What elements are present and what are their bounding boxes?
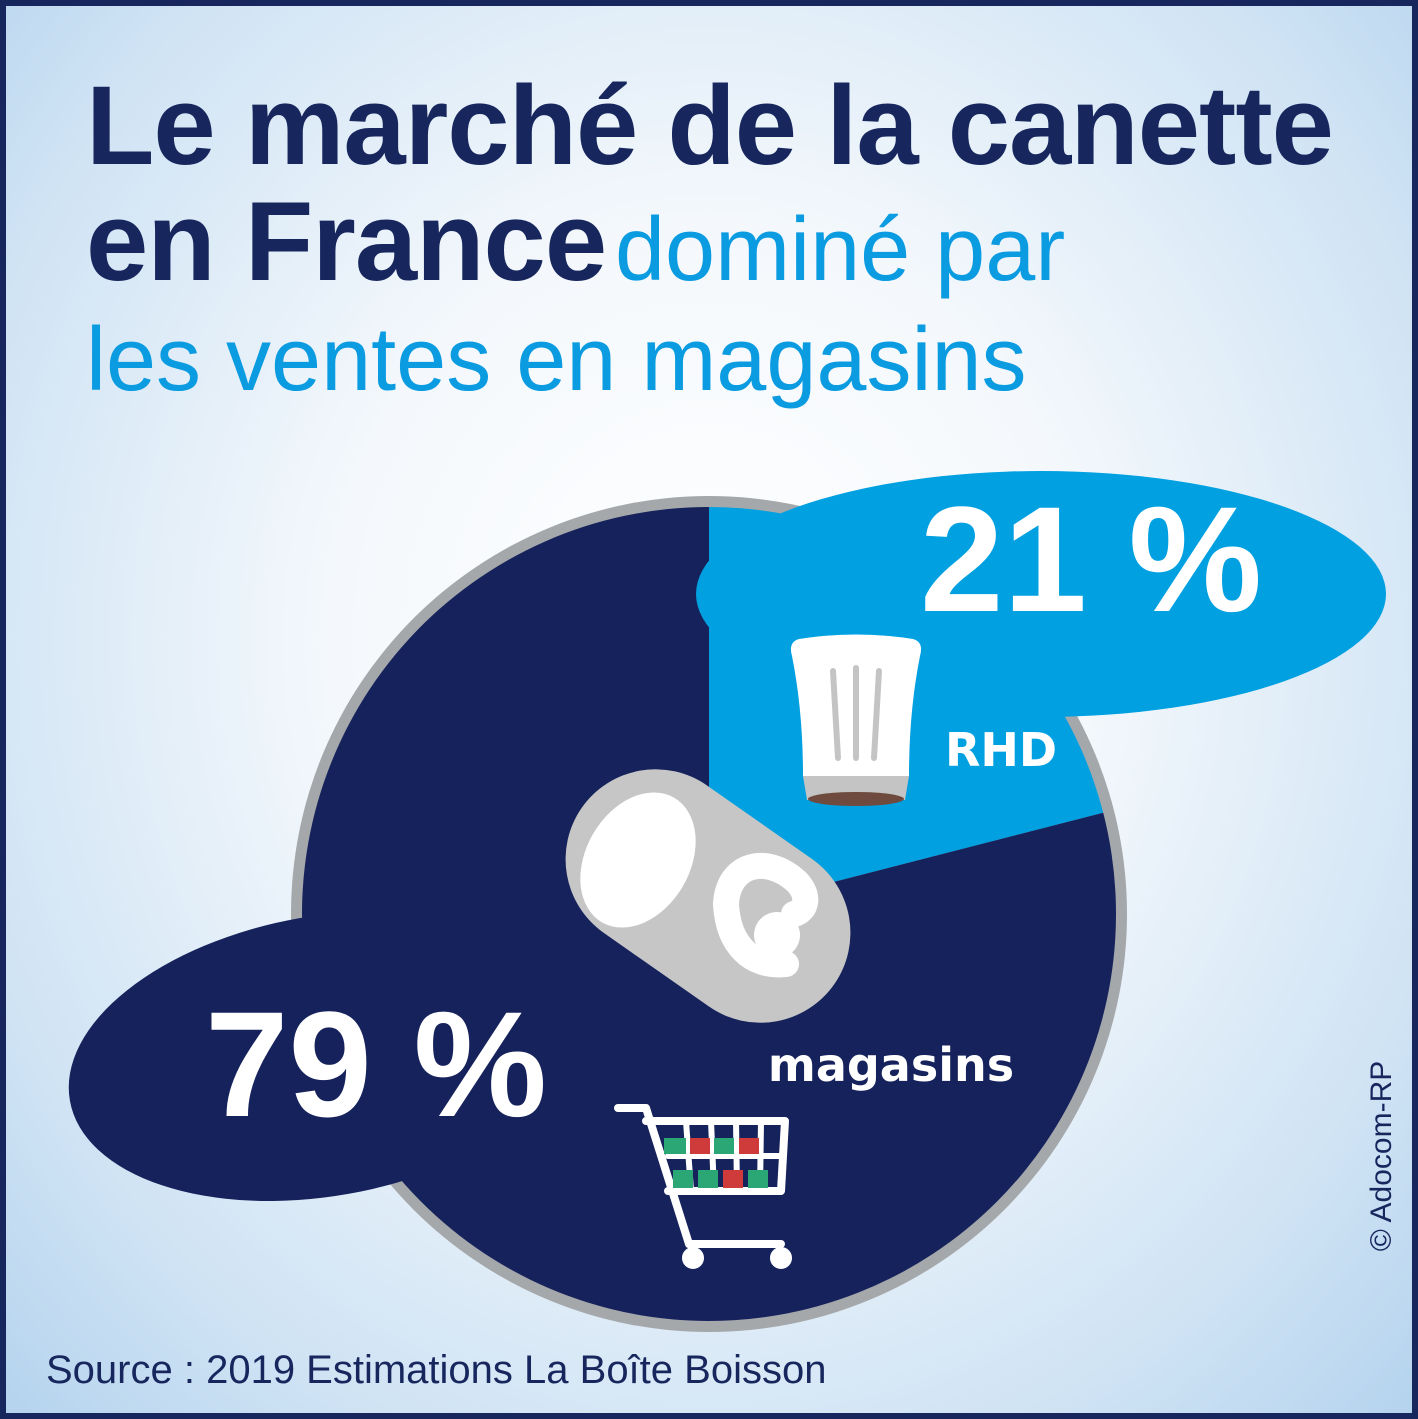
copyright-credit: © Adocom-RP	[1365, 1060, 1398, 1252]
chef-hat-icon	[790, 634, 922, 806]
title-line-2-bold: en France	[86, 179, 607, 304]
source-note: Source : 2019 Estimations La Boîte Boiss…	[46, 1348, 827, 1392]
title-line-3: les ventes en magasins	[86, 310, 1027, 410]
magasins-value-bubble	[68, 911, 580, 1201]
can-pull-tab-icon	[565, 769, 851, 1023]
magasins-category-label: magasins	[768, 1038, 1014, 1092]
title: Le marché de la canette en France dominé…	[86, 63, 1334, 415]
pie-chart: 21 % 79 % RHD magasins	[68, 471, 1386, 1332]
rhd-category-label: RHD	[945, 723, 1057, 777]
magasins-value-label: 79 %	[205, 980, 547, 1148]
shopping-cart-icon	[614, 1104, 792, 1269]
title-line-2-light: dominé par	[615, 200, 1066, 300]
rhd-value-label: 21 %	[920, 475, 1262, 643]
title-line-1: Le marché de la canette	[86, 63, 1334, 188]
